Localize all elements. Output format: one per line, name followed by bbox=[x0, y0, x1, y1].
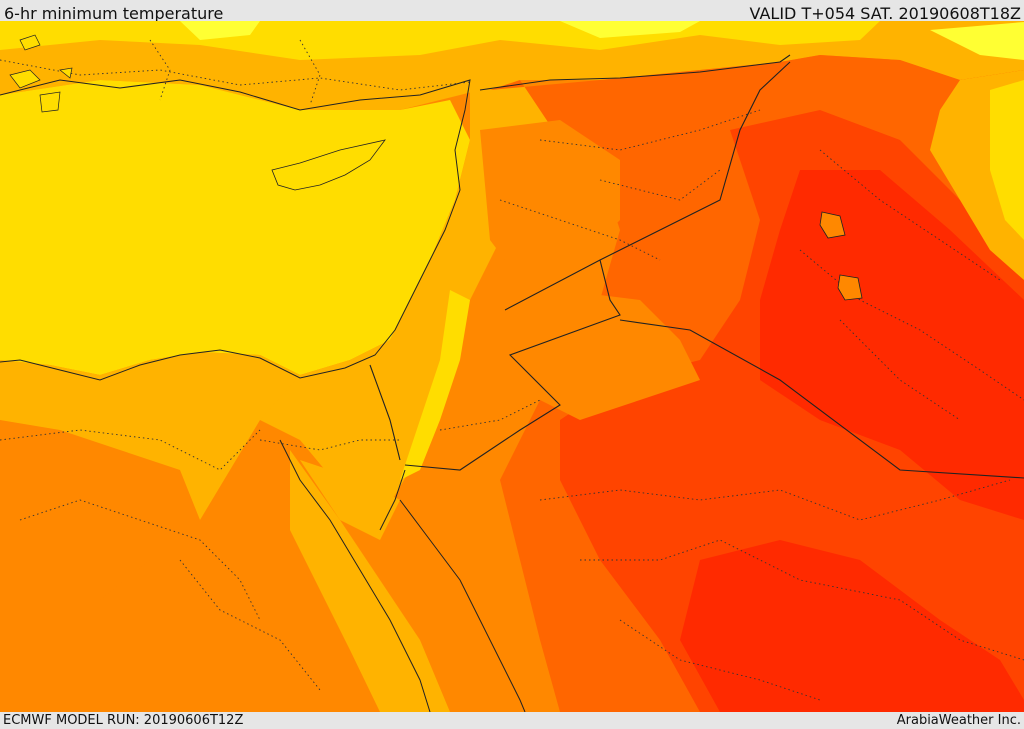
iraq-lakes bbox=[819, 211, 863, 301]
border-egypt-israel bbox=[369, 364, 401, 461]
coastline-redsea-west bbox=[279, 439, 431, 712]
footer-bar: ECMWF MODEL RUN: 20190606T12Z ArabiaWeat… bbox=[0, 712, 1024, 729]
dotted-province-lines bbox=[0, 39, 1024, 701]
zone-saudi-deep bbox=[680, 540, 1024, 712]
header-bar: 6-hr minimum temperature VALID T+054 SAT… bbox=[0, 0, 1024, 23]
temperature-map[interactable] bbox=[0, 21, 1024, 712]
zone-egypt-orange bbox=[0, 420, 200, 680]
zone-north-bright bbox=[180, 21, 1024, 60]
border-jordan-iraq bbox=[404, 259, 621, 471]
map-title: 6-hr minimum temperature bbox=[4, 4, 224, 23]
cyprus-island bbox=[271, 139, 386, 191]
border-turkey-syria bbox=[479, 54, 791, 91]
zone-iraq-deep bbox=[760, 170, 1024, 520]
model-run-label: ECMWF MODEL RUN: 20190606T12Z bbox=[3, 713, 244, 728]
credit-label: ArabiaWeather Inc. bbox=[896, 713, 1021, 728]
zone-levant-gold bbox=[250, 80, 560, 520]
zone-syria-orange bbox=[480, 120, 620, 280]
map-canvas bbox=[0, 21, 1024, 712]
border-saudi-iraq bbox=[619, 319, 1024, 479]
valid-time: VALID T+054 SAT. 20190608T18Z bbox=[749, 4, 1021, 23]
coastline-gulf-aqaba bbox=[379, 469, 406, 531]
zone-jordan-orange bbox=[520, 290, 700, 420]
greek-islands bbox=[9, 34, 73, 113]
zone-sinai-gold bbox=[300, 460, 400, 540]
zone-zagros-bright bbox=[990, 80, 1024, 240]
coastline-levant bbox=[0, 79, 471, 381]
zone-jordan-valley bbox=[400, 290, 470, 480]
coastline-redsea-east bbox=[399, 499, 526, 712]
zone-redsea-gold bbox=[290, 450, 450, 712]
